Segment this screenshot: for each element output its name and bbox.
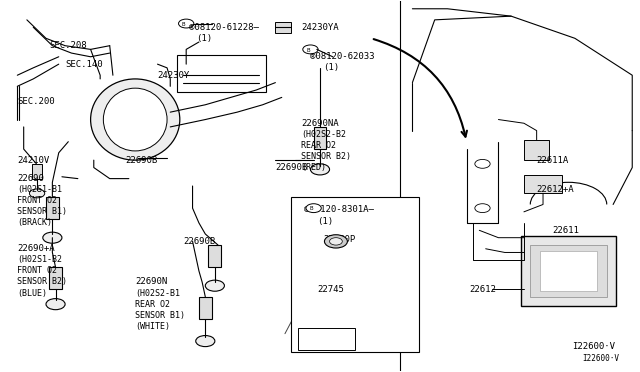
Text: 22690: 22690 xyxy=(17,174,44,183)
Text: 22060P: 22060P xyxy=(323,235,355,244)
Text: SENSOR B2): SENSOR B2) xyxy=(17,278,67,286)
Text: FRONT O2: FRONT O2 xyxy=(17,266,58,275)
Text: 22690B: 22690B xyxy=(183,237,215,246)
Text: ®08120-62033: ®08120-62033 xyxy=(310,52,375,61)
Text: SEC.208: SEC.208 xyxy=(314,329,351,338)
Text: REAR O2: REAR O2 xyxy=(301,141,336,150)
Circle shape xyxy=(475,204,490,212)
Bar xyxy=(46,197,59,219)
Bar xyxy=(291,197,419,352)
Circle shape xyxy=(29,189,45,198)
Circle shape xyxy=(196,336,215,347)
Bar xyxy=(524,140,549,160)
Text: B: B xyxy=(309,206,313,211)
Text: (WHITE): (WHITE) xyxy=(135,322,170,331)
Text: 24230Y: 24230Y xyxy=(157,71,189,80)
Text: (H02S1-B1: (H02S1-B1 xyxy=(17,185,62,194)
Circle shape xyxy=(306,204,321,212)
Text: (H02S1-B2: (H02S1-B2 xyxy=(17,255,62,264)
Circle shape xyxy=(324,235,348,248)
Circle shape xyxy=(179,19,194,28)
Text: (1): (1) xyxy=(323,63,339,72)
Text: 22690B: 22690B xyxy=(275,163,308,172)
Bar xyxy=(540,251,597,291)
FancyBboxPatch shape xyxy=(521,236,616,306)
Ellipse shape xyxy=(91,79,180,160)
Text: 22690N: 22690N xyxy=(135,278,168,286)
Text: (RED): (RED) xyxy=(301,163,326,172)
Bar xyxy=(314,127,326,149)
Text: (20851): (20851) xyxy=(317,342,355,351)
Text: B: B xyxy=(182,22,186,27)
Text: I22600·V: I22600·V xyxy=(582,354,620,363)
Text: 24210V: 24210V xyxy=(17,155,49,165)
Bar xyxy=(32,164,42,179)
Text: REAR O2: REAR O2 xyxy=(135,300,170,309)
Text: 24230YA: 24230YA xyxy=(301,23,339,32)
Text: ®08120-61228—: ®08120-61228— xyxy=(189,23,259,32)
Text: ®08120-8301A—: ®08120-8301A— xyxy=(304,205,374,215)
Circle shape xyxy=(310,164,330,175)
Bar xyxy=(49,267,62,289)
Text: SENSOR B2): SENSOR B2) xyxy=(301,152,351,161)
Text: SEC.140: SEC.140 xyxy=(65,60,103,69)
Circle shape xyxy=(46,299,65,310)
Text: 22612: 22612 xyxy=(470,285,497,294)
Text: FRONT O2: FRONT O2 xyxy=(17,196,58,205)
Circle shape xyxy=(330,238,342,245)
Bar xyxy=(298,328,355,350)
Circle shape xyxy=(475,160,490,168)
Text: 22690+A: 22690+A xyxy=(17,244,55,253)
Text: 22612+A: 22612+A xyxy=(537,185,574,194)
Bar xyxy=(199,297,212,319)
Text: (1): (1) xyxy=(317,217,333,225)
Circle shape xyxy=(43,232,62,243)
Text: SENSOR B1): SENSOR B1) xyxy=(17,207,67,217)
Text: (H02S2-B2: (H02S2-B2 xyxy=(301,130,346,139)
Text: SEC.208: SEC.208 xyxy=(49,41,87,50)
FancyBboxPatch shape xyxy=(177,55,266,92)
Text: (BRACK): (BRACK) xyxy=(17,218,52,227)
Text: (BLUE): (BLUE) xyxy=(17,289,47,298)
Text: (1): (1) xyxy=(196,34,212,43)
Text: 22611A: 22611A xyxy=(537,155,569,165)
Text: 22690B: 22690B xyxy=(125,155,158,165)
Bar xyxy=(531,245,607,297)
Text: I22600·V: I22600·V xyxy=(572,342,614,351)
Circle shape xyxy=(303,45,318,54)
Text: 22611: 22611 xyxy=(552,226,579,235)
Bar xyxy=(524,175,562,193)
Bar xyxy=(275,22,291,33)
Circle shape xyxy=(205,280,225,291)
Text: B: B xyxy=(306,48,310,52)
Text: SENSOR B1): SENSOR B1) xyxy=(135,311,185,320)
Text: 22690NA: 22690NA xyxy=(301,119,339,128)
Ellipse shape xyxy=(103,88,167,151)
Text: (H02S2-B1: (H02S2-B1 xyxy=(135,289,180,298)
Text: 22745: 22745 xyxy=(317,285,344,294)
Bar xyxy=(209,245,221,267)
Text: SEC.200: SEC.200 xyxy=(17,97,55,106)
